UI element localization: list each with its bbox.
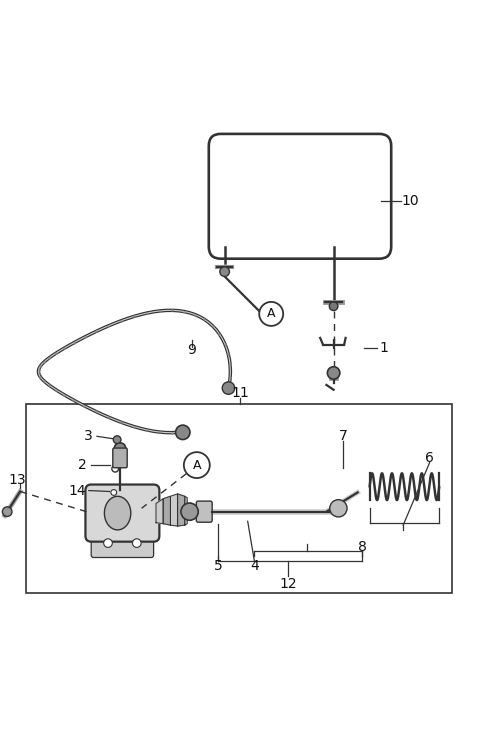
- Text: 1: 1: [380, 342, 388, 355]
- Text: A: A: [267, 308, 276, 320]
- Ellipse shape: [104, 496, 131, 530]
- Bar: [26, 404, 452, 593]
- Circle shape: [113, 436, 121, 444]
- Text: 12: 12: [279, 577, 297, 591]
- Text: 13: 13: [8, 473, 25, 487]
- Polygon shape: [163, 496, 170, 525]
- FancyBboxPatch shape: [85, 484, 159, 542]
- Circle shape: [220, 267, 229, 276]
- FancyBboxPatch shape: [196, 501, 212, 522]
- Circle shape: [132, 539, 141, 548]
- Circle shape: [184, 452, 210, 478]
- Text: 4: 4: [250, 559, 259, 573]
- Polygon shape: [170, 494, 178, 526]
- Text: A: A: [192, 458, 201, 472]
- Text: 2: 2: [78, 458, 87, 472]
- Text: 6: 6: [425, 451, 434, 465]
- Circle shape: [104, 539, 112, 548]
- Circle shape: [330, 499, 347, 517]
- Text: 3: 3: [84, 429, 93, 444]
- Text: 7: 7: [339, 429, 348, 444]
- Circle shape: [112, 465, 119, 472]
- Circle shape: [222, 382, 235, 395]
- Text: 11: 11: [231, 386, 249, 400]
- FancyBboxPatch shape: [91, 531, 154, 557]
- Text: 8: 8: [358, 539, 367, 554]
- Polygon shape: [178, 494, 185, 526]
- Circle shape: [327, 367, 340, 379]
- Polygon shape: [185, 496, 187, 525]
- Circle shape: [181, 503, 198, 520]
- Text: 5: 5: [214, 559, 223, 573]
- Circle shape: [2, 507, 12, 516]
- Polygon shape: [156, 499, 163, 524]
- Circle shape: [176, 425, 190, 440]
- Circle shape: [329, 302, 338, 311]
- Circle shape: [114, 443, 126, 454]
- FancyBboxPatch shape: [113, 448, 127, 468]
- Circle shape: [111, 490, 117, 496]
- Text: 14: 14: [68, 484, 85, 498]
- Text: 9: 9: [188, 343, 196, 357]
- Circle shape: [259, 302, 283, 326]
- Text: 10: 10: [402, 194, 419, 208]
